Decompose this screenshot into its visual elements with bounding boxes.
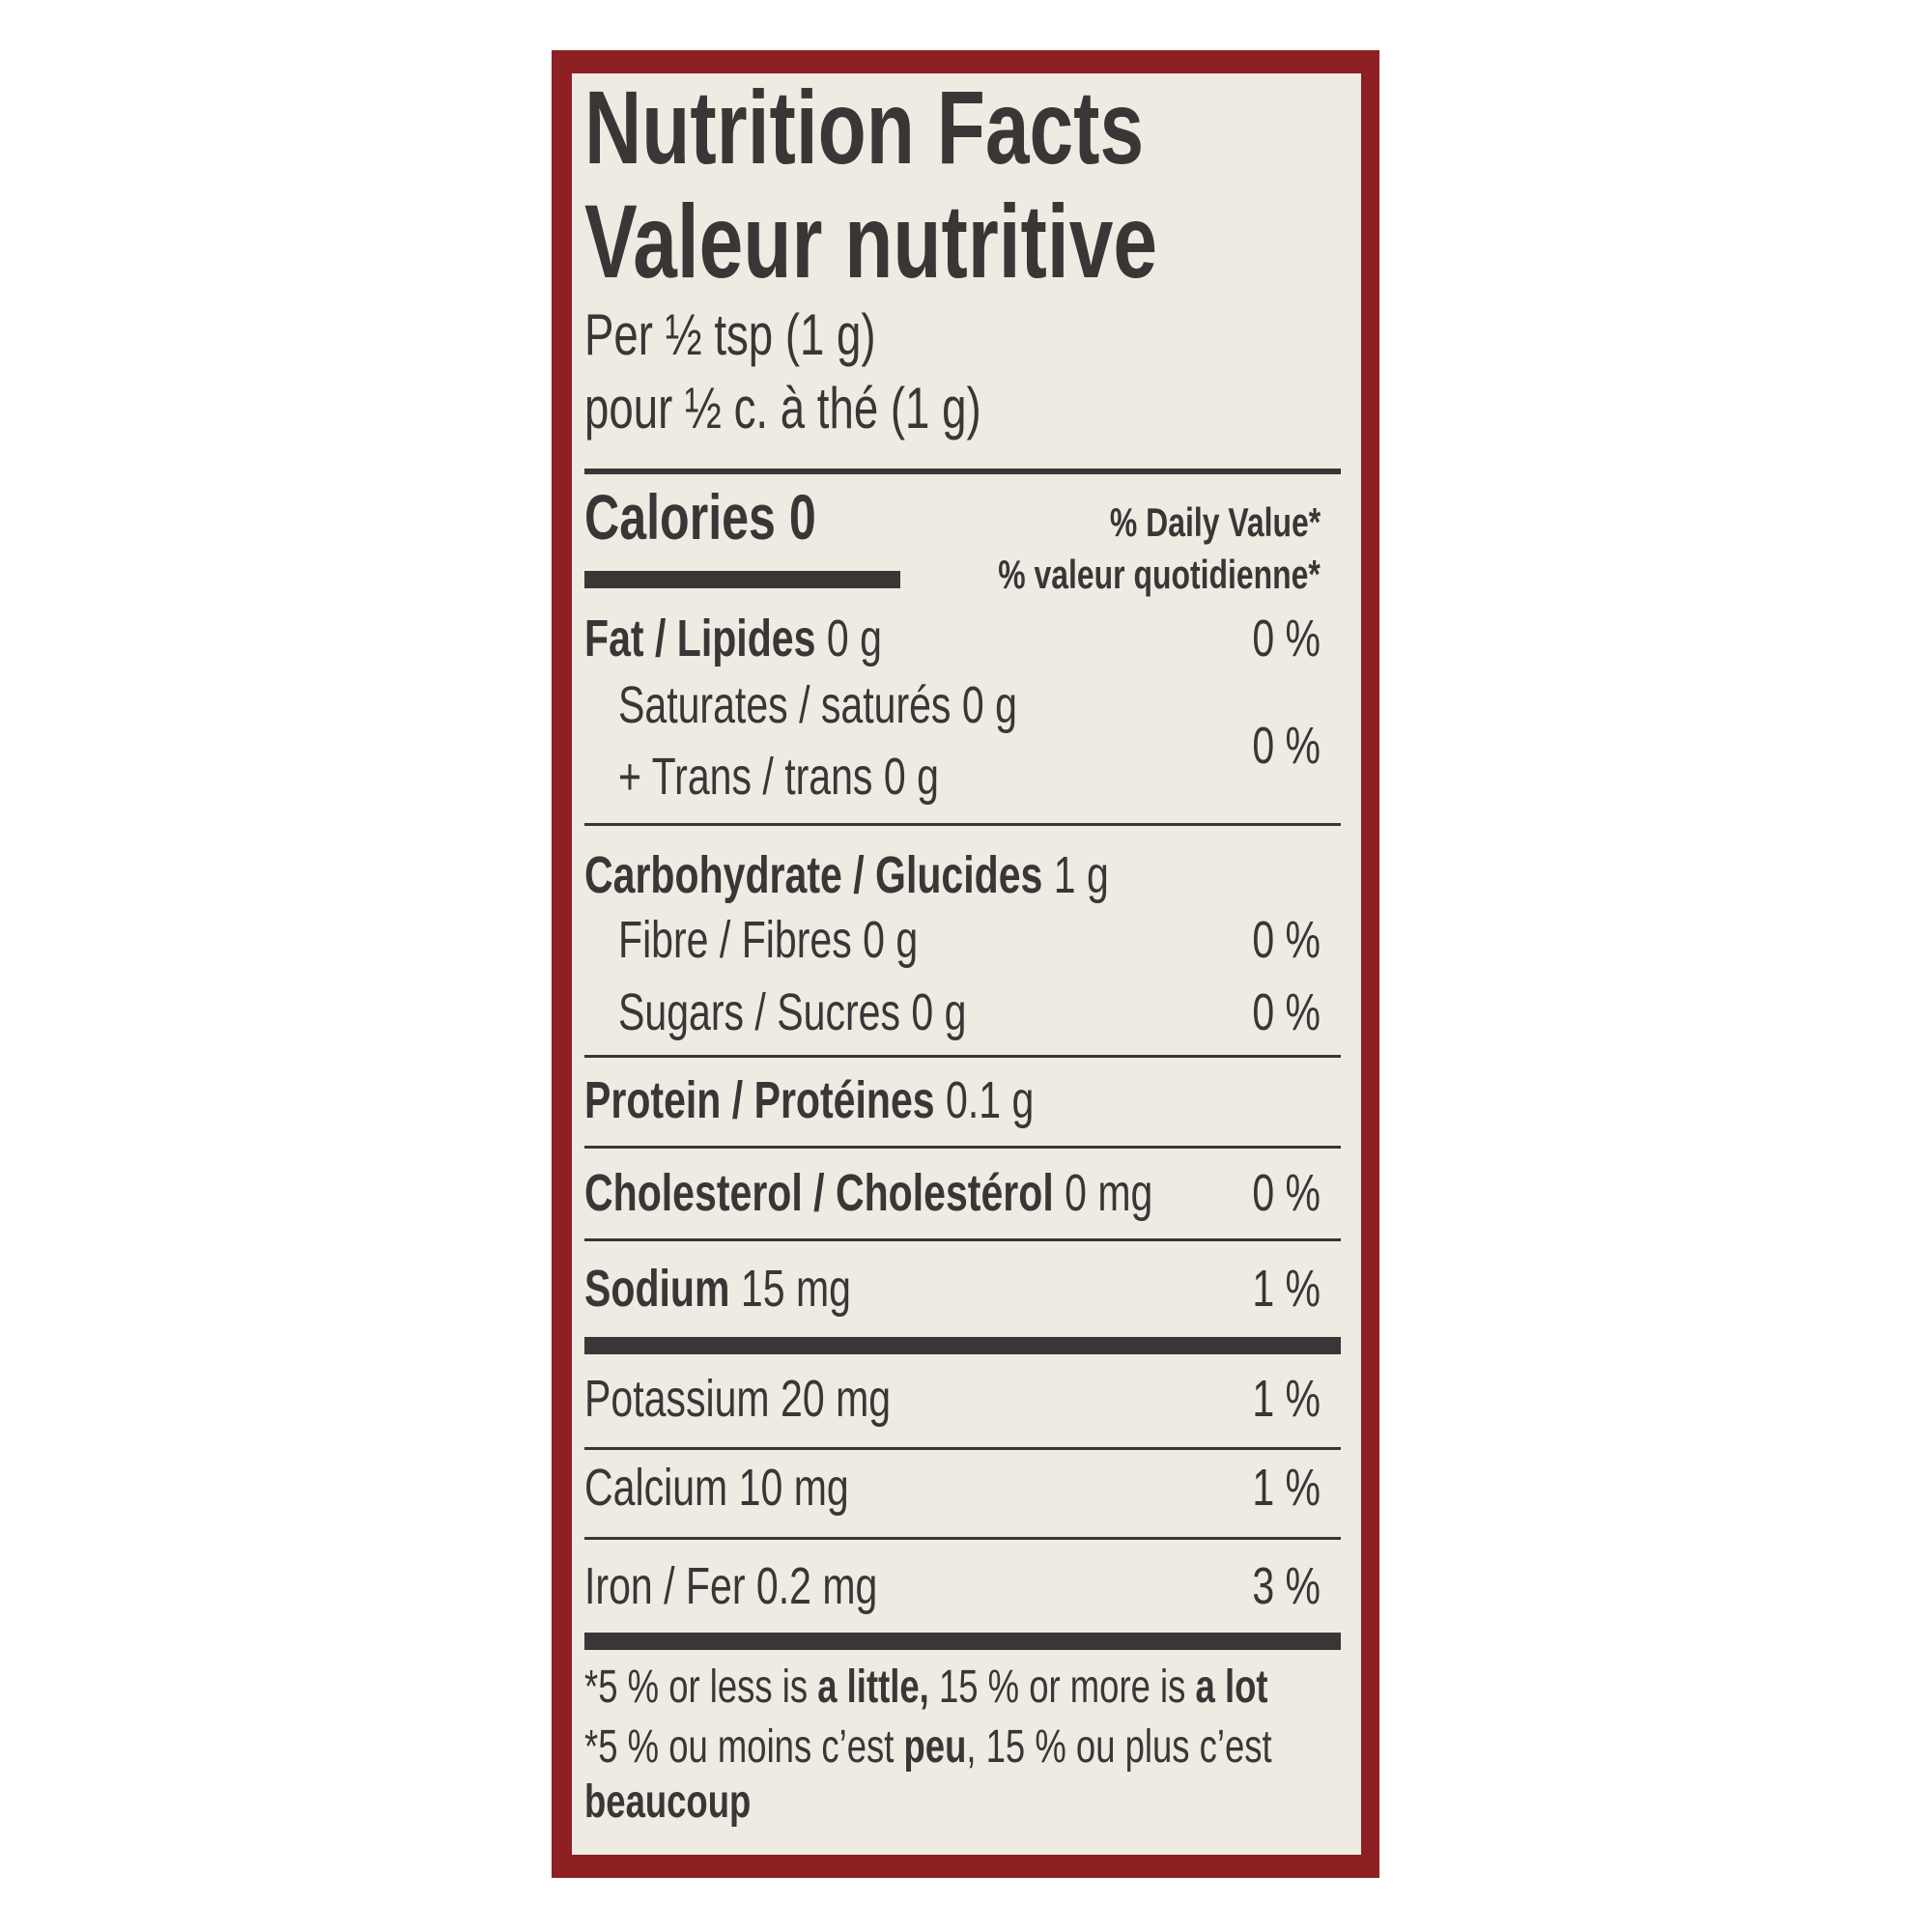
nutrient-row-sodium: Sodium 15 mg — [584, 1260, 851, 1318]
title-en: Nutrition Facts — [584, 69, 1145, 185]
nutrient-row-saturates: Saturates / saturés 0 g — [618, 676, 1017, 734]
nutrient-row-iron: Iron / Fer 0.2 mg — [584, 1557, 878, 1615]
nutrient-row-calcium: Calcium 10 mg — [584, 1459, 849, 1517]
divider — [584, 1238, 1341, 1241]
footnote-fr-cont: beaucoup — [584, 1776, 752, 1828]
dv-calcium: 1 % — [1252, 1459, 1321, 1517]
divider — [584, 1447, 1341, 1450]
nutrient-row-trans: + Trans / trans 0 g — [618, 748, 939, 806]
serving-fr: pour ½ c. à thé (1 g) — [584, 376, 981, 440]
nutrient-row-carbohydrate: Carbohydrate / Glucides 1 g — [584, 846, 1109, 904]
calories: Calories 0 — [584, 481, 816, 553]
dv-cholesterol: 0 % — [1252, 1164, 1321, 1222]
nutrient-row-potassium: Potassium 20 mg — [584, 1370, 892, 1428]
thick-bar — [584, 1337, 1341, 1354]
nutrient-row-sugars: Sugars / Sucres 0 g — [618, 983, 967, 1041]
nutrient-row-fibre: Fibre / Fibres 0 g — [618, 911, 919, 969]
thick-bar — [584, 1633, 1341, 1650]
nutrient-row-cholesterol: Cholesterol / Cholestérol 0 mg — [584, 1164, 1153, 1222]
nutrient-row-fat: Fat / Lipides 0 g — [584, 610, 882, 668]
dv-saturates-trans: 0 % — [1252, 717, 1321, 775]
dv-sugars: 0 % — [1252, 983, 1321, 1041]
dv-iron: 3 % — [1252, 1557, 1321, 1615]
dv-fat: 0 % — [1252, 610, 1321, 668]
serving-en: Per ½ tsp (1 g) — [584, 302, 876, 367]
footnote-en: *5 % or less is a little, 15 % or more i… — [584, 1662, 1268, 1713]
divider — [584, 823, 1341, 826]
dv-sodium: 1 % — [1252, 1260, 1321, 1318]
nutrition-panel — [572, 73, 1361, 1855]
daily-value-header-fr: % valeur quotidienne* — [998, 552, 1321, 597]
footnote-fr: *5 % ou moins c’est peu, 15 % ou plus c’… — [584, 1721, 1272, 1773]
divider — [584, 1537, 1341, 1540]
title-fr: Valeur nutritive — [584, 183, 1158, 299]
thick-bar — [584, 571, 900, 588]
divider — [584, 469, 1341, 474]
dv-fibre: 0 % — [1252, 911, 1321, 969]
nutrient-row-protein: Protein / Protéines 0.1 g — [584, 1071, 1035, 1129]
daily-value-header-en: % Daily Value* — [1109, 499, 1321, 545]
divider — [584, 1146, 1341, 1149]
divider — [584, 1055, 1341, 1058]
dv-potassium: 1 % — [1252, 1370, 1321, 1428]
